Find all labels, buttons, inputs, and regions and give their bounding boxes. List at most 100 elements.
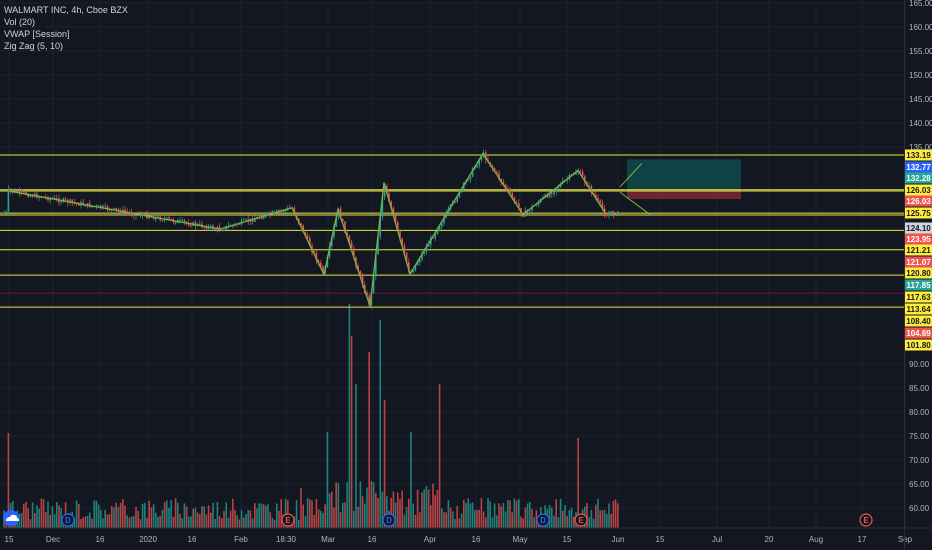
volume-bar [350,336,353,528]
volume-bar [300,488,302,528]
volume-bar [113,507,115,528]
volume-bar [128,517,131,528]
candle-body [108,209,111,211]
volume-bar [256,508,258,528]
volume-bar [170,500,172,528]
candle-body [416,262,419,266]
volume-bar [265,505,267,528]
volume-bar [529,501,531,528]
price-tag [905,291,932,303]
volume-bar [449,507,452,528]
volume-bar [346,482,348,528]
volume-bar [337,483,340,528]
volume-bar [229,510,232,528]
price-tick-label: 90.00 [909,360,930,369]
volume-bar [31,502,34,528]
price-tag [905,339,932,351]
dividend-marker [536,513,550,527]
candle-body [16,190,18,193]
volume-bar [210,512,212,528]
volume-bar [509,500,511,528]
candle-body [320,262,322,267]
volume-bar [573,516,575,528]
candle-body [432,237,434,239]
volume-bar [606,514,608,528]
volume-bar [137,510,139,528]
price-tag [905,195,932,207]
volume-bar [247,510,249,528]
price-tag-label: 117.85 [906,281,931,290]
legend-item-vwap[interactable]: VWAP [Session] [4,29,70,39]
candle-body [293,208,296,215]
candle-body [71,199,73,203]
candle-body [493,168,496,172]
volume-bar [496,515,498,528]
candle-body [64,198,67,200]
volume-bar [465,502,467,528]
volume-bar [551,507,553,528]
candle-body [49,198,51,201]
volume-bar [117,506,120,528]
candle-body [9,188,12,191]
candle-body [614,213,617,215]
volume-bar [359,481,362,528]
price-tick-label: 140.00 [909,119,932,128]
legend-item-volume[interactable]: Vol (20) [4,17,36,27]
volume-bar [485,517,487,528]
price-tick-label: 80.00 [909,408,930,417]
volume-bar [124,505,126,528]
candle-body [304,232,307,236]
volume-bar [513,498,516,528]
candle-body [133,214,135,216]
event-marker-label: D [386,516,392,525]
volume-bar [243,517,245,528]
candle-body [476,165,478,168]
volume-bar [218,515,221,528]
volume-bar [498,503,500,528]
volume-bar [595,504,597,528]
candle-body [245,219,247,221]
volume-bar [269,512,271,528]
time-tick-label: Mar [321,535,335,544]
candle-body [575,172,577,175]
volume-bar [108,514,111,528]
candle-body [441,223,443,227]
volume-bar [284,498,287,528]
candle-body [221,230,223,232]
volume-bar [564,505,566,528]
legend-item-zigzag[interactable]: Zig Zag (5, 10) [4,41,64,51]
candle-body [155,216,157,220]
candle-body [260,218,263,220]
volume-bar [207,505,210,528]
candle-body [124,209,126,212]
candle-body [214,228,216,230]
candle-body [458,190,461,198]
time-tick-label: Dec [46,535,60,544]
volume-bar [592,518,595,528]
candle-body [60,201,62,203]
event-marker-label: E [578,516,584,525]
price-tag [905,327,932,339]
volume-bar [93,500,95,528]
candle-body [379,217,381,237]
volume-bar [441,508,443,528]
volume-bar [597,498,599,528]
volume-bar [78,504,80,528]
volume-bar [199,514,201,528]
volume-bar [502,502,505,528]
candle-body [56,197,58,199]
volume-bar [447,500,450,528]
volume-bar [493,503,496,528]
volume-bar [372,482,375,528]
volume-bar [302,504,304,528]
price-tag-label: 101.80 [906,341,931,350]
volume-bar [520,516,522,528]
volume-bar [405,507,408,528]
symbol-title[interactable]: WALMART INC, 4h, Cboe BZX [4,5,128,15]
stop-zone [627,189,741,200]
chart-legend: WALMART INC, 4h, Cboe BZX Vol (20) VWAP … [4,4,128,52]
candle-body [390,201,392,208]
volume-bar [608,503,610,528]
candle-body [104,205,106,207]
